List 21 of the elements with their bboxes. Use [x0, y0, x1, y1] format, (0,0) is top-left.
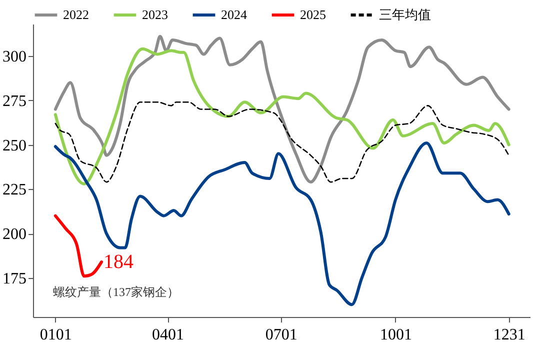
legend-label: 三年均值 — [379, 7, 431, 22]
data-label: 184 — [104, 250, 134, 273]
line-series — [54, 141, 510, 306]
x-tick-label: 0101 — [40, 326, 72, 344]
line-series — [54, 214, 104, 278]
y-tick-label: 275 — [2, 92, 26, 110]
legend-label: 2022 — [63, 7, 89, 22]
legend-label: 2023 — [142, 7, 168, 22]
y-tick-label: 225 — [2, 182, 26, 199]
x-tick-label: 0701 — [265, 326, 298, 344]
y-tick-label: 175 — [2, 270, 26, 288]
y-tick-label: 250 — [2, 137, 26, 154]
line-series — [54, 101, 510, 183]
y-tick-label: 200 — [2, 226, 26, 244]
legend-label: 2025 — [300, 7, 326, 22]
x-tick-label: 1001 — [380, 326, 412, 344]
y-tick-label: 300 — [2, 48, 26, 66]
x-tick-label: 1231 — [493, 326, 526, 344]
x-tick-label: 0401 — [152, 326, 184, 344]
annotation: 螺纹产量（137家钢企） — [53, 285, 179, 299]
legend-label: 2024 — [221, 7, 248, 22]
